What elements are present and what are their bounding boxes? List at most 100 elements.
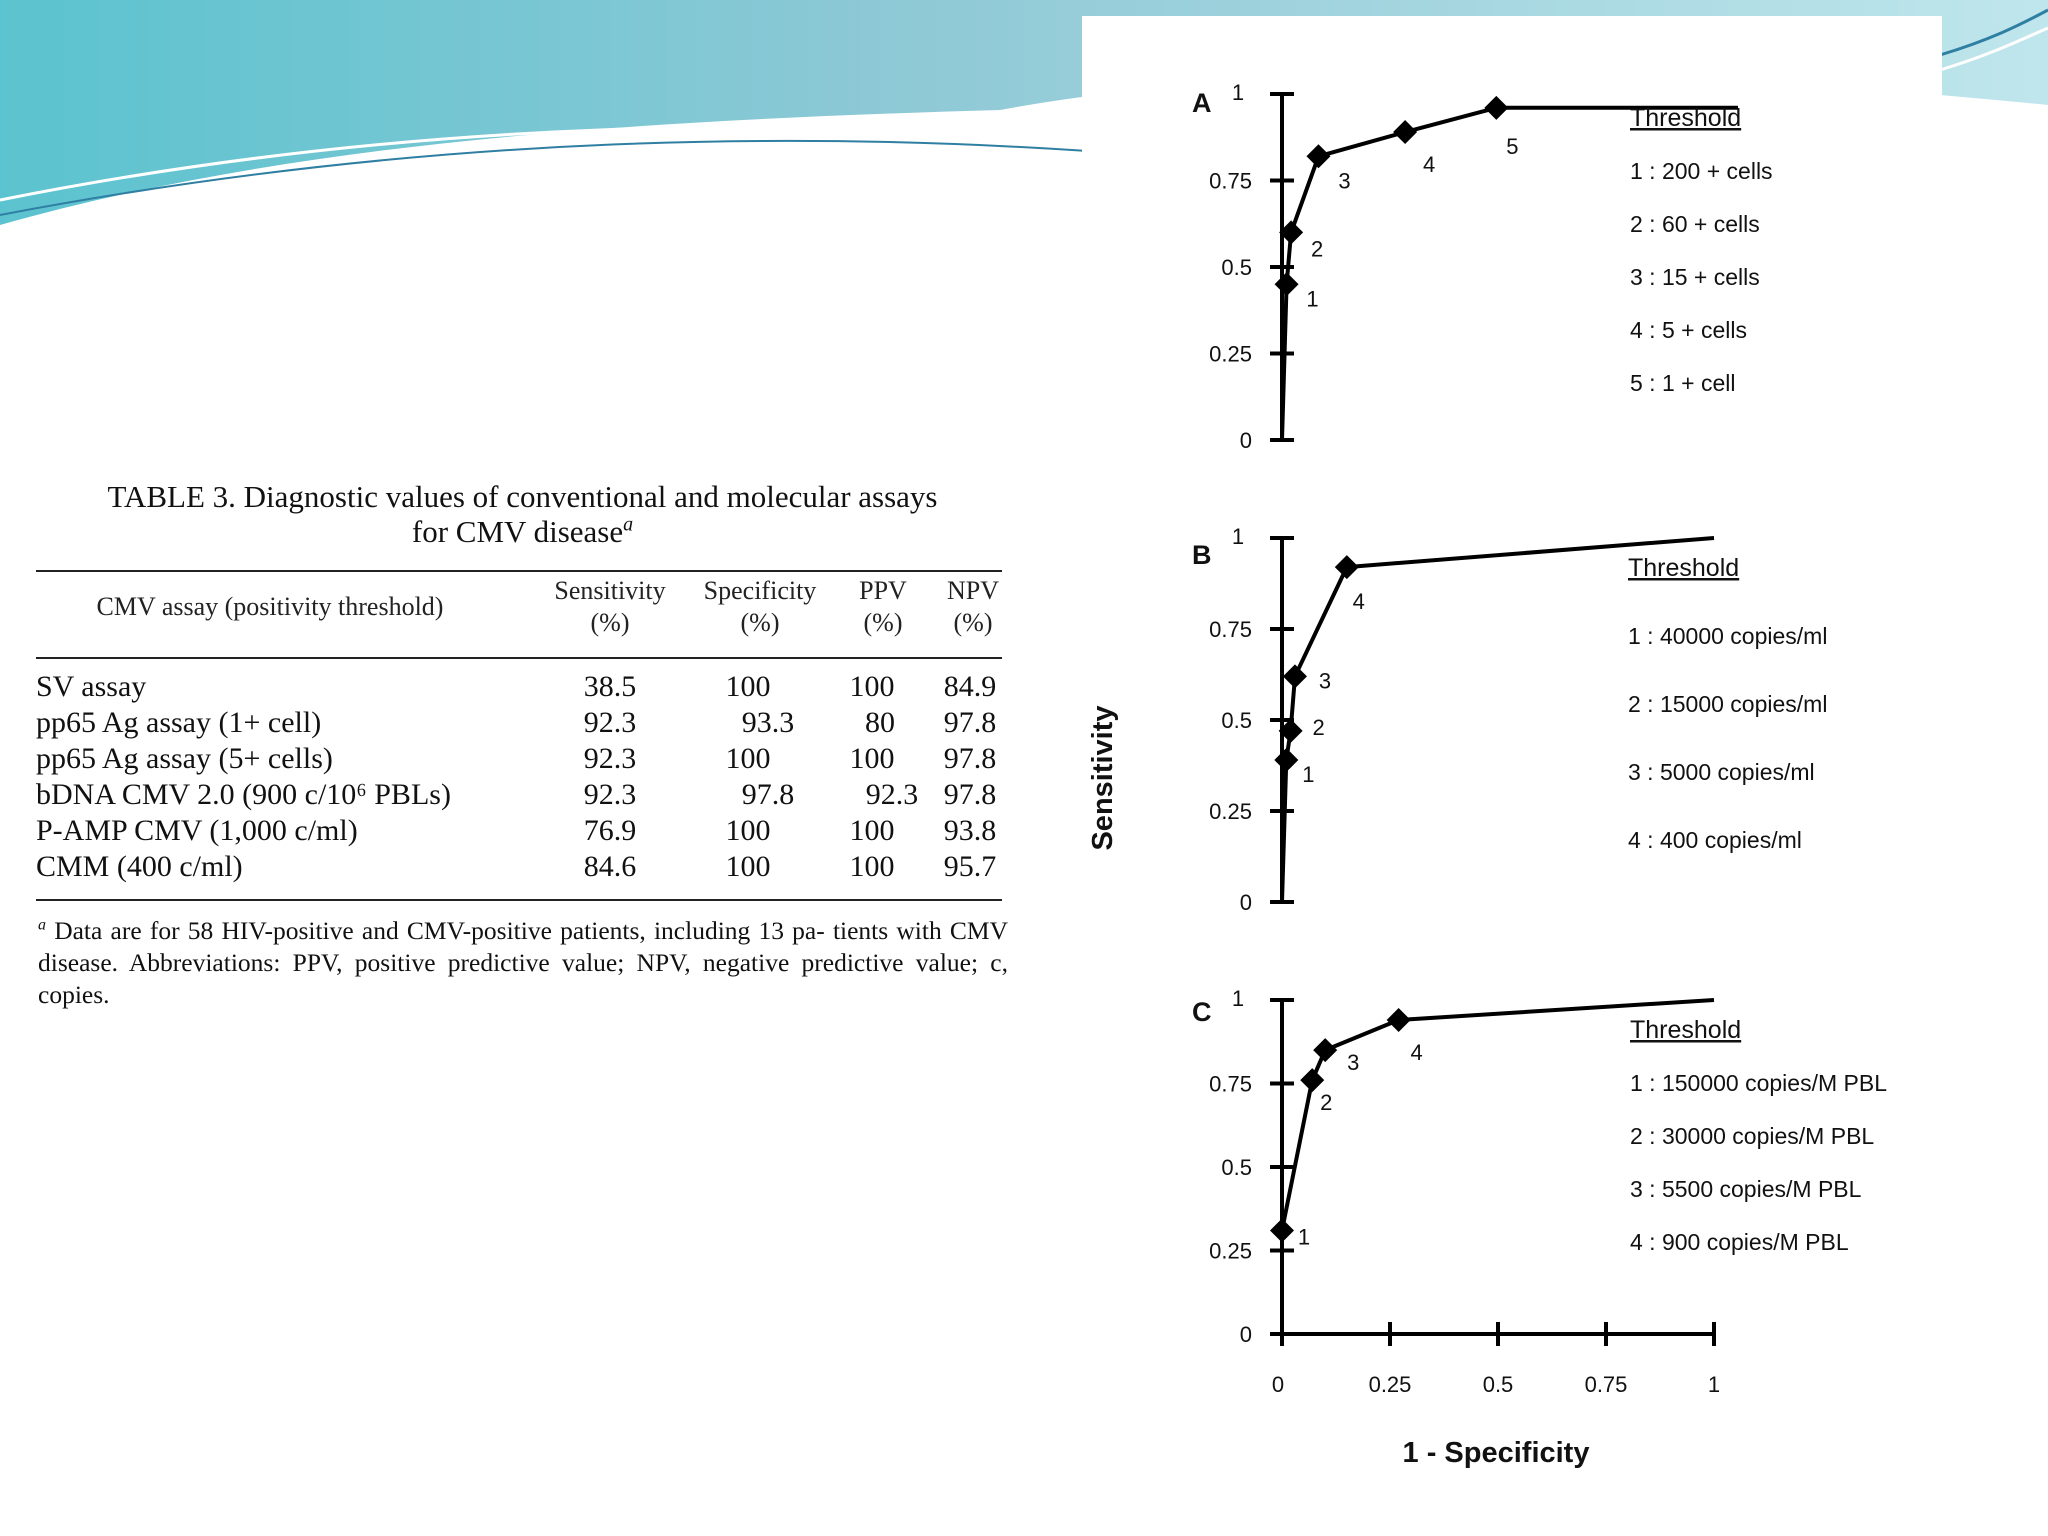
legend-item: 3 : 5000 copies/ml [1628, 759, 1815, 785]
y-tick-label: 0.5 [1221, 708, 1252, 733]
roc-marker-label: 2 [1311, 236, 1323, 261]
y-tick-label: 0 [1240, 428, 1252, 453]
roc-marker-diamond [1484, 95, 1509, 120]
row-specificity: 97.8 [741, 778, 795, 811]
x-tick-label: 0.25 [1369, 1372, 1412, 1397]
x-axis-title: 1 - Specificity [1403, 1437, 1590, 1469]
table-top-rule [36, 570, 1002, 572]
row-specificity: 100 [725, 670, 771, 703]
roc-chart-panel: 0 0.25 0.5 0.75 1 A 1 2 3 4 5 Threshold 1 : 200 + ce… [1082, 16, 1942, 1500]
legend-item: 3 : 15 + cells [1630, 264, 1760, 290]
row-ppv: 100 [849, 670, 895, 703]
row-assay: pp65 Ag assay (1+ cell) [36, 706, 322, 739]
roc-marker-diamond [1393, 120, 1418, 145]
y-tick-label: 1 [1232, 986, 1244, 1011]
roc-marker-diamond [1300, 1068, 1325, 1093]
row-assay: bDNA CMV 2.0 (900 c/10⁶ PBLs) [36, 778, 451, 811]
header-ppv: PPV (%) [859, 576, 907, 637]
roc-marker-label: 4 [1423, 152, 1435, 177]
roc-marker-label: 3 [1347, 1050, 1359, 1075]
x-tick-label: 0.5 [1483, 1372, 1514, 1397]
row-ppv: 80 [865, 706, 895, 739]
y-tick-label: 0.25 [1209, 342, 1252, 367]
header-specificity: Specificity (%) [703, 576, 817, 637]
row-ppv: 100 [849, 850, 895, 883]
row-assay: CMM (400 c/ml) [36, 850, 243, 883]
table-bottom-rule [36, 899, 1002, 901]
x-tick-label: 1 [1708, 1372, 1720, 1397]
row-npv: 97.8 [943, 742, 997, 775]
roc-marker-label: 1 [1302, 762, 1314, 787]
row-ppv: 100 [849, 742, 895, 775]
y-axis-title: Sensitivity [1087, 705, 1119, 850]
legend-item: 4 : 900 copies/M PBL [1630, 1229, 1849, 1255]
y-tick-label: 1 [1232, 80, 1244, 105]
panel-label-A: A [1192, 88, 1212, 118]
legend-item: 2 : 60 + cells [1630, 211, 1760, 237]
row-npv: 84.9 [943, 670, 997, 703]
row-specificity: 93.3 [741, 706, 795, 739]
roc-marker-diamond [1270, 1218, 1294, 1243]
legend-title-B: Threshold [1628, 554, 1739, 582]
header-npv: NPV (%) [946, 576, 999, 637]
y-tick-label: 0.75 [1209, 617, 1252, 642]
header-assay: CMV assay (positivity threshold) [96, 592, 444, 621]
table-footnote: a Data are for 58 HIV-positive and CMV-p… [38, 915, 1008, 1011]
y-tick-label: 0.25 [1209, 799, 1252, 824]
footnote-text: Data are for 58 HIV-positive and CMV-pos… [38, 916, 1009, 1009]
roc-line-B [1280, 536, 1715, 903]
y-tick-label: 0 [1240, 1322, 1252, 1347]
y-tick-label: 0.75 [1209, 1072, 1252, 1097]
row-specificity: 100 [725, 742, 771, 775]
y-tick-label: 0.25 [1209, 1239, 1252, 1264]
legend-item: 2 : 15000 copies/ml [1628, 691, 1827, 717]
row-sensitivity: 92.3 [583, 742, 637, 775]
row-npv: 93.8 [943, 814, 997, 847]
row-assay: P-AMP CMV (1,000 c/ml) [36, 814, 358, 847]
y-tick-label: 0.5 [1221, 1155, 1252, 1180]
row-specificity: 100 [725, 850, 771, 883]
roc-marker-diamond [1306, 144, 1331, 169]
roc-marker-label: 2 [1320, 1090, 1332, 1115]
roc-marker-diamond [1282, 664, 1307, 689]
row-assay: pp65 Ag assay (5+ cells) [36, 742, 333, 775]
row-sensitivity: 84.6 [583, 850, 637, 883]
table-caption-marker: a [623, 513, 634, 536]
row-assay: SV assay [36, 670, 147, 703]
roc-marker-diamond [1334, 555, 1359, 580]
row-sensitivity: 92.3 [583, 706, 637, 739]
legend-item: 4 : 5 + cells [1630, 317, 1747, 343]
legend-item: 2 : 30000 copies/M PBL [1630, 1123, 1874, 1149]
y-tick-label: 0.5 [1221, 255, 1252, 280]
y-tick-label: 0 [1240, 890, 1252, 915]
roc-marker-label: 1 [1298, 1224, 1310, 1249]
roc-marker-diamond [1279, 220, 1304, 245]
row-ppv: 100 [849, 814, 895, 847]
legend-title-C: Threshold [1630, 1016, 1741, 1044]
legend-item: 5 : 1 + cell [1630, 370, 1735, 396]
banner-curve-right-light [1939, 26, 2048, 72]
roc-marker-diamond [1274, 272, 1299, 297]
row-npv: 97.8 [943, 778, 997, 811]
legend-title-A: Threshold [1630, 104, 1741, 132]
y-tick-label: 1 [1232, 524, 1244, 549]
roc-marker-diamond [1386, 1008, 1411, 1033]
roc-marker-label: 1 [1306, 286, 1318, 311]
roc-marker-diamond [1278, 718, 1303, 743]
legend-item: 1 : 40000 copies/ml [1628, 623, 1827, 649]
row-specificity: 100 [725, 814, 771, 847]
row-sensitivity: 38.5 [583, 670, 637, 703]
legend-item: 1 : 150000 copies/M PBL [1630, 1070, 1887, 1096]
panel-label-B: B [1192, 540, 1212, 570]
table-caption: TABLE 3. Diagnostic values of convention… [30, 479, 1015, 549]
y-tick-label: 0.75 [1209, 169, 1252, 194]
row-sensitivity: 76.9 [583, 814, 637, 847]
banner-curve-right [1939, 8, 2048, 57]
panel-label-C: C [1192, 997, 1212, 1027]
roc-marker-diamond [1274, 748, 1299, 773]
row-ppv: 92.3 [865, 778, 919, 811]
roc-marker-diamond [1313, 1038, 1338, 1063]
banner-curve-light [0, 125, 1201, 202]
roc-marker-label: 3 [1319, 668, 1331, 693]
header-sensitivity: Sensitivity (%) [554, 576, 666, 637]
